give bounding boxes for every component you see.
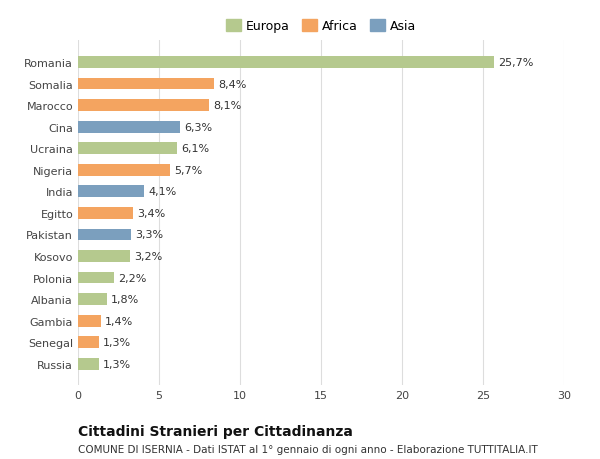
Bar	[78, 272, 113, 284]
Bar	[78, 315, 101, 327]
Legend: Europa, Africa, Asia: Europa, Africa, Asia	[222, 17, 420, 37]
Text: COMUNE DI ISERNIA - Dati ISTAT al 1° gennaio di ogni anno - Elaborazione TUTTITA: COMUNE DI ISERNIA - Dati ISTAT al 1° gen…	[78, 444, 538, 454]
Text: Cittadini Stranieri per Cittadinanza: Cittadini Stranieri per Cittadinanza	[78, 425, 353, 438]
Bar	[78, 229, 131, 241]
Text: 8,1%: 8,1%	[213, 101, 242, 111]
Text: 1,4%: 1,4%	[105, 316, 133, 326]
Text: 4,1%: 4,1%	[148, 187, 177, 197]
Bar	[78, 78, 214, 90]
Bar	[78, 143, 177, 155]
Bar	[78, 164, 170, 176]
Bar	[78, 100, 209, 112]
Bar	[78, 336, 99, 348]
Bar	[78, 207, 133, 219]
Text: 1,3%: 1,3%	[103, 359, 131, 369]
Text: 3,2%: 3,2%	[134, 252, 162, 262]
Text: 6,1%: 6,1%	[181, 144, 209, 154]
Bar	[78, 122, 180, 133]
Text: 3,3%: 3,3%	[136, 230, 164, 240]
Text: 1,8%: 1,8%	[111, 295, 139, 304]
Text: 6,3%: 6,3%	[184, 123, 212, 132]
Text: 3,4%: 3,4%	[137, 208, 166, 218]
Text: 2,2%: 2,2%	[118, 273, 146, 283]
Bar	[78, 358, 99, 370]
Text: 8,4%: 8,4%	[218, 79, 247, 90]
Bar	[78, 294, 107, 305]
Text: 25,7%: 25,7%	[499, 58, 534, 68]
Bar	[78, 251, 130, 263]
Bar	[78, 186, 145, 198]
Text: 1,3%: 1,3%	[103, 337, 131, 347]
Bar	[78, 57, 494, 69]
Text: 5,7%: 5,7%	[175, 165, 203, 175]
